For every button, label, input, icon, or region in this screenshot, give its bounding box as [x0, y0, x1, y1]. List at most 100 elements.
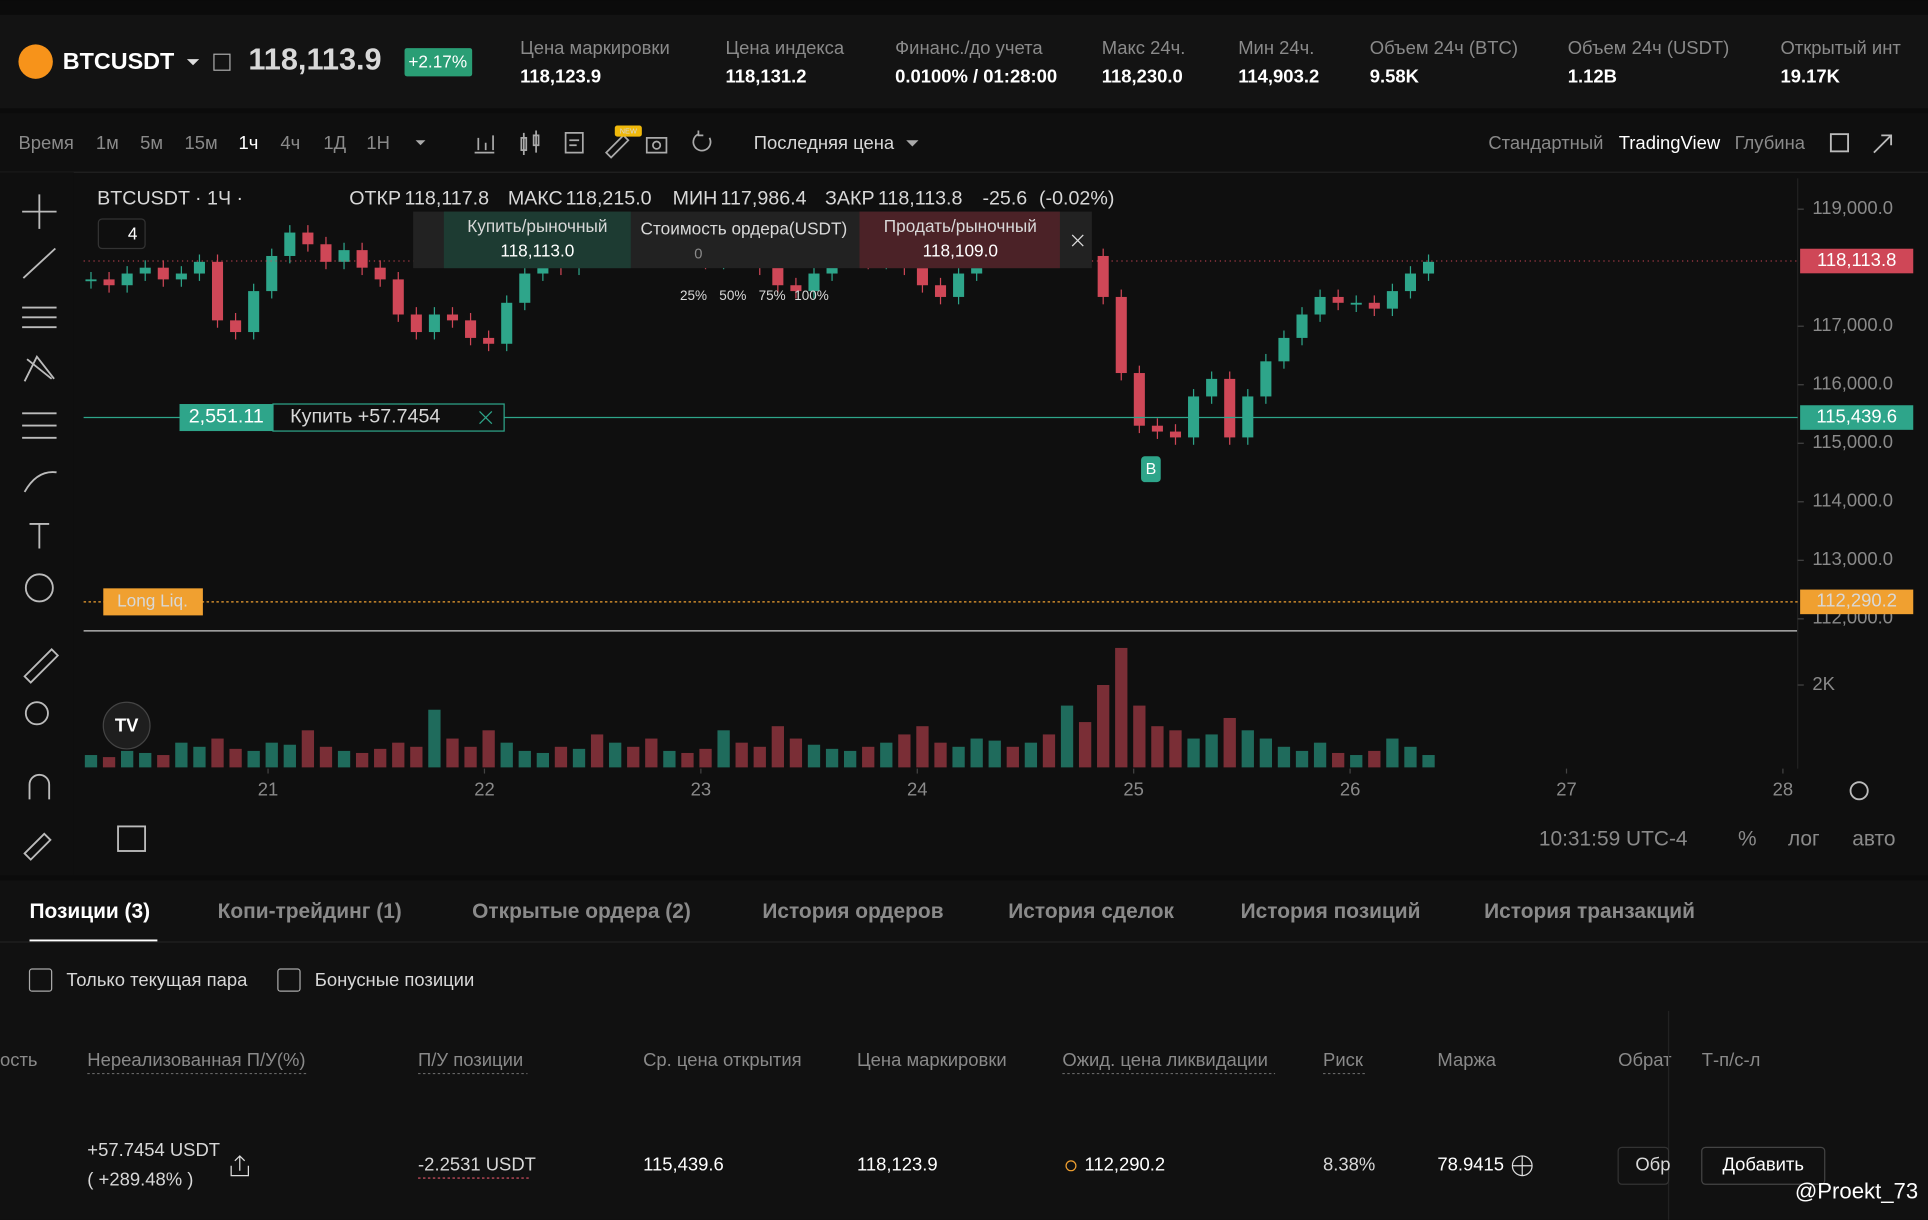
text-tool[interactable]	[29, 523, 50, 549]
margin-add-ring[interactable]	[1511, 1155, 1533, 1177]
volume-bar	[175, 742, 188, 768]
view-option[interactable]: Глубина	[1735, 132, 1806, 153]
candle	[356, 250, 368, 268]
line-tool[interactable]	[22, 247, 56, 279]
goto-date[interactable]	[117, 825, 147, 852]
layout-button[interactable]	[1829, 133, 1849, 153]
lock-tool[interactable]	[23, 832, 52, 861]
percent-option[interactable]: 50%	[719, 288, 746, 303]
volume-bar	[211, 738, 224, 768]
scale-option[interactable]: лог	[1788, 827, 1820, 850]
reverse-button[interactable]	[1617, 1146, 1670, 1185]
liquidation-price-label: 112,290.2	[1816, 590, 1897, 611]
toolbar-icon[interactable]	[604, 134, 630, 159]
zoom-tool[interactable]	[24, 701, 49, 726]
checkbox[interactable]	[277, 968, 301, 992]
price-type[interactable]: Последняя цена	[754, 132, 895, 153]
candle	[428, 314, 440, 333]
toolbar-icon[interactable]	[645, 136, 668, 154]
interval[interactable]: Время	[18, 132, 73, 153]
tab[interactable]: История сделок	[1008, 900, 1174, 923]
symbol[interactable]: BTCUSDT	[63, 48, 175, 74]
pattern-tool[interactable]	[23, 354, 55, 382]
volume-bar	[1259, 738, 1273, 768]
candle	[248, 291, 260, 333]
price-type-dropdown[interactable]	[906, 140, 919, 147]
toolbar-icon[interactable]	[520, 130, 540, 156]
scale-option[interactable]: авто	[1852, 827, 1895, 850]
sell-button[interactable]	[859, 211, 1060, 269]
checkbox[interactable]	[28, 968, 53, 992]
tab[interactable]: История ордеров	[762, 900, 943, 923]
candle	[1260, 361, 1272, 397]
percent-option[interactable]: 75%	[759, 288, 786, 303]
candle	[1169, 431, 1182, 438]
position-price-label: 115,439.6	[1816, 405, 1897, 426]
ruler-tool[interactable]	[23, 648, 60, 684]
candle	[211, 261, 224, 321]
volume-bar	[1404, 746, 1417, 768]
column-header: Ср. цена открытия	[643, 1049, 802, 1070]
crosshair-tool[interactable]	[22, 194, 57, 229]
toolbar-icon[interactable]	[564, 132, 584, 154]
interval[interactable]: 15м	[184, 132, 217, 153]
candle	[175, 273, 187, 280]
candle	[1350, 302, 1362, 305]
settings-button[interactable]	[1849, 781, 1869, 801]
volume-bar	[789, 738, 803, 768]
interval[interactable]: 1м	[96, 132, 119, 153]
scale-option[interactable]: %	[1738, 827, 1757, 850]
volume-bar	[1350, 755, 1363, 768]
btc-icon	[18, 44, 53, 79]
magnet-tool[interactable]	[28, 773, 51, 800]
clock: 10:31:59 UTC-4	[1539, 827, 1688, 850]
toolbar-icon[interactable]	[692, 130, 712, 152]
interval[interactable]: 1Н	[366, 132, 390, 153]
tab[interactable]: История позиций	[1241, 900, 1421, 923]
candle	[1314, 296, 1326, 315]
volume-bar	[1332, 752, 1345, 768]
tab[interactable]: Копи-трейдинг (1)	[218, 900, 402, 923]
volume-bar	[988, 740, 1001, 768]
brush-tool[interactable]	[23, 471, 57, 493]
fib-tool[interactable]	[22, 306, 57, 329]
y-tick-label: 113,000.0	[1812, 548, 1893, 569]
checkbox-label[interactable]: Бонусные позиции	[315, 969, 475, 990]
fullscreen-button[interactable]	[1873, 134, 1893, 154]
interval[interactable]: 5м	[140, 132, 163, 153]
projection-tool[interactable]	[22, 412, 57, 439]
view-option[interactable]: TradingView	[1619, 132, 1721, 153]
order-panel-close[interactable]	[1071, 234, 1084, 247]
candle	[374, 267, 386, 280]
volume-bar	[880, 742, 893, 768]
volume-bar	[1097, 685, 1110, 768]
candle	[1097, 255, 1109, 297]
book-icon[interactable]	[213, 53, 231, 71]
candle	[446, 314, 459, 321]
interval[interactable]: 1ч	[239, 132, 259, 153]
indicators-toggle[interactable]	[97, 218, 146, 250]
position-close[interactable]	[479, 410, 493, 425]
buy-button[interactable]	[443, 211, 631, 269]
checkbox-label[interactable]: Только текущая пара	[66, 969, 248, 990]
interval[interactable]: 4ч	[280, 132, 300, 153]
margin-add[interactable]	[1512, 1155, 1533, 1176]
emoji-tool[interactable]	[24, 573, 54, 603]
legend-high-label: МАКС	[508, 188, 563, 210]
view-option[interactable]: Стандартный	[1488, 132, 1603, 153]
tab[interactable]: Открытые ордера (2)	[472, 900, 691, 923]
legend-open: 118,117.8	[405, 188, 490, 210]
interval[interactable]: 1Д	[323, 132, 346, 153]
percent-option[interactable]: 25%	[680, 288, 707, 303]
tab[interactable]: История транзакций	[1484, 900, 1695, 923]
percent-option[interactable]: 100%	[794, 288, 829, 303]
legend-change-pct: (-0.02%)	[1039, 188, 1114, 210]
tab[interactable]: Позиции (3)	[30, 900, 151, 923]
toolbar-icon[interactable]	[474, 135, 495, 154]
symbol-dropdown[interactable]	[186, 59, 200, 66]
interval-dropdown[interactable]	[415, 140, 426, 146]
share-button[interactable]	[230, 1155, 249, 1177]
volume-bar	[410, 746, 423, 768]
add-button[interactable]	[1701, 1146, 1826, 1185]
